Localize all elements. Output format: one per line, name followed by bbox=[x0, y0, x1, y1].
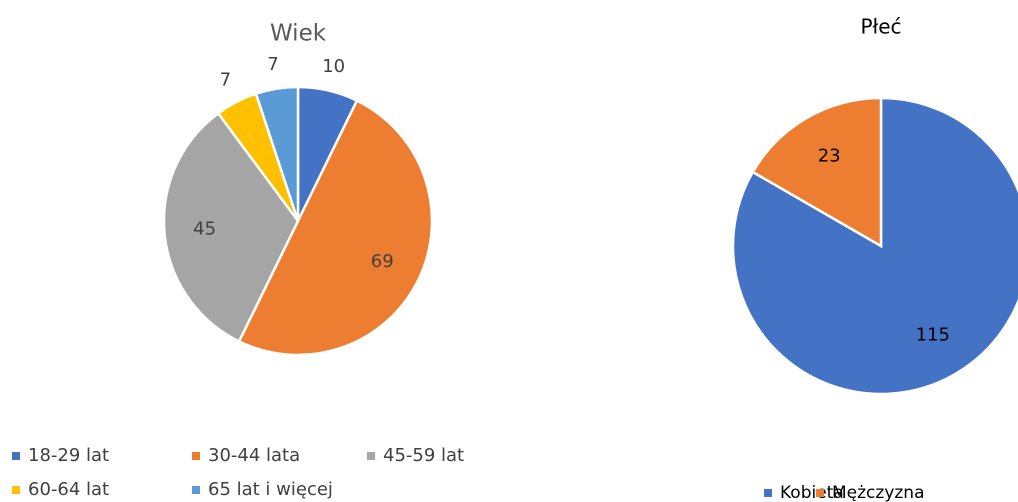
legend-swatch bbox=[12, 486, 20, 494]
data-label: 69 bbox=[371, 251, 394, 272]
pie-slice bbox=[731, 96, 1018, 396]
legend-swatch bbox=[192, 486, 200, 494]
legend-swatch bbox=[816, 489, 824, 497]
data-label: 7 bbox=[267, 54, 278, 75]
legend-label: 60-64 lat bbox=[28, 479, 109, 500]
data-label: 10 bbox=[322, 56, 345, 77]
pie-slice bbox=[162, 111, 300, 344]
legend-swatch bbox=[367, 452, 375, 460]
legend-swatch bbox=[192, 452, 200, 460]
chart-title: Płeć bbox=[860, 15, 901, 39]
data-label: 115 bbox=[916, 325, 950, 346]
legend-label: 45-59 lat bbox=[383, 445, 464, 466]
legend-label: 18-29 lat bbox=[28, 445, 109, 466]
legend-swatch bbox=[764, 489, 772, 497]
pie-slice bbox=[254, 85, 300, 222]
data-label: 7 bbox=[220, 70, 231, 91]
data-label: 45 bbox=[193, 219, 216, 240]
chart-title: Wiek bbox=[270, 21, 327, 47]
legend-label: Mężczyzna bbox=[832, 483, 925, 502]
legend-label: 65 lat i więcej bbox=[208, 479, 333, 500]
pie-slice bbox=[237, 98, 433, 357]
legend-label: Kobieta bbox=[780, 483, 844, 502]
legend-label: 30-44 lata bbox=[208, 445, 300, 466]
data-label: 23 bbox=[818, 145, 841, 166]
pie-slice bbox=[751, 96, 883, 249]
legend-swatch bbox=[12, 452, 20, 460]
